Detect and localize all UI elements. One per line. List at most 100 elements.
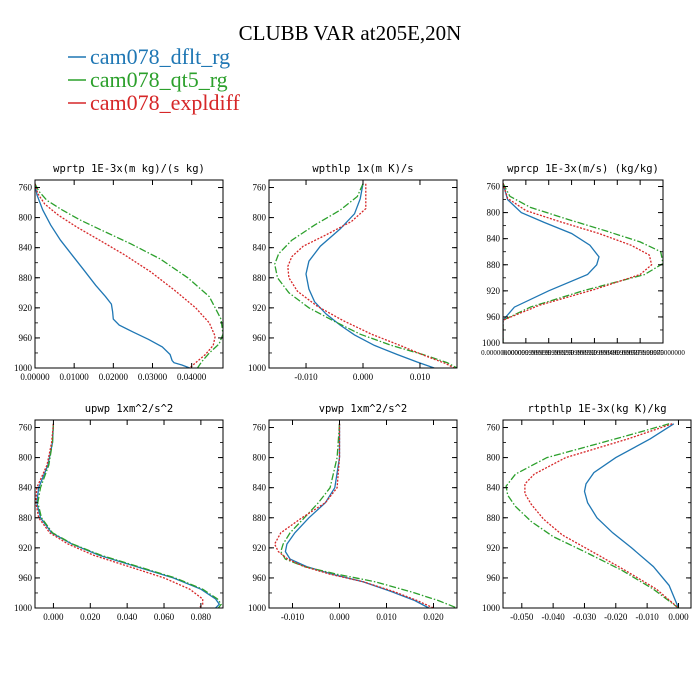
- y-tick-label: 840: [253, 483, 267, 493]
- y-tick-label: 840: [487, 234, 501, 244]
- series-line-cam078_dflt_rg: [503, 183, 600, 343]
- panel-frame: [34, 419, 224, 609]
- panel-title: upwp 1xm^2/s^2: [85, 403, 174, 415]
- legend-label-qt5: cam078_qt5_rg: [90, 67, 228, 92]
- x-tick-label: -0.010: [294, 372, 318, 382]
- series-line-cam078_dflt_rg: [35, 183, 190, 368]
- x-tick-label: 0.04000: [177, 372, 207, 382]
- y-tick-label: 800: [253, 453, 267, 463]
- y-tick-label: 880: [253, 513, 267, 523]
- y-tick-label: 840: [19, 243, 33, 253]
- y-tick-label: 960: [253, 333, 267, 343]
- y-tick-label: 880: [253, 273, 267, 283]
- panel-5: vpwp 1xm^2/s^2 760 800 840 880 920 960 1000 -0.0…: [248, 403, 458, 622]
- x-tick-label: 0.000299999992: [548, 349, 596, 357]
- x-tick-label: 0.060: [154, 612, 175, 622]
- panel-title: vpwp 1xm^2/s^2: [319, 403, 408, 415]
- panel-3: wprcp 1E-3x(m/s) (kg/kg) 760 800 840 880 920 9…: [481, 163, 685, 357]
- series-line-cam078_dflt_rg: [305, 183, 435, 368]
- y-tick-label: 760: [487, 182, 501, 192]
- y-tick-label: 1000: [14, 603, 33, 613]
- y-tick-label: 840: [253, 243, 267, 253]
- series-line-cam078_dflt_rg: [284, 423, 430, 608]
- series-line-cam078_qt5_rg: [35, 183, 223, 368]
- panel-frame: [502, 179, 664, 344]
- y-tick-label: 960: [19, 573, 33, 583]
- y-tick-label: 920: [19, 543, 33, 553]
- x-tick-label: -0.020: [604, 612, 628, 622]
- y-tick-label: 800: [487, 453, 501, 463]
- y-tick-label: 1000: [482, 338, 501, 348]
- series-line-cam078_expldiff: [35, 423, 204, 608]
- x-tick-label: 0.000: [43, 612, 64, 622]
- y-tick-label: 800: [19, 213, 33, 223]
- series-line-cam078_qt5_rg: [37, 423, 223, 608]
- x-tick-label: -0.030: [573, 612, 597, 622]
- x-tick-label: 0.010: [376, 612, 397, 622]
- y-tick-label: 840: [487, 483, 501, 493]
- series-line-cam078_expldiff: [503, 183, 653, 343]
- x-tick-label: 0.080: [191, 612, 212, 622]
- y-tick-label: 960: [487, 312, 501, 322]
- series-line-cam078_qt5_rg: [503, 182, 663, 343]
- panel-2: wpthlp 1x(m K)/s 760 800 840 880 920 960 1000 -0…: [248, 163, 458, 382]
- series-line-cam078_qt5_rg: [274, 183, 457, 368]
- x-tick-label: 0.03000: [138, 372, 168, 382]
- series-line-cam078_qt5_rg: [505, 423, 679, 608]
- series-line-cam078_expldiff: [273, 423, 434, 608]
- x-tick-label: 0.000399999990: [571, 349, 619, 357]
- x-tick-label: 0.02000: [99, 372, 129, 382]
- y-tick-label: 760: [253, 183, 267, 193]
- x-tick-label: 0.00000: [20, 372, 50, 382]
- x-tick-label: -0.040: [542, 612, 566, 622]
- y-tick-label: 1000: [14, 363, 33, 373]
- y-tick-label: 920: [19, 303, 33, 313]
- panel-frame: [268, 419, 458, 609]
- x-tick-label: 0.01000: [60, 372, 90, 382]
- panel-1: wprtp 1E-3x(m kg)/(s kg) 760 800 840 880 920 9…: [14, 163, 224, 382]
- y-tick-label: 880: [487, 260, 501, 270]
- y-tick-label: 880: [487, 513, 501, 523]
- y-tick-label: 800: [19, 453, 33, 463]
- x-tick-label: 0.020: [423, 612, 444, 622]
- panel-4: upwp 1xm^2/s^2 760 800 840 880 920 960 1000 0.00…: [14, 403, 224, 622]
- y-tick-label: 920: [253, 303, 267, 313]
- x-tick-label: 0.000499999987: [594, 349, 642, 357]
- x-tick-label: -0.050: [510, 612, 534, 622]
- y-tick-label: 920: [253, 543, 267, 553]
- y-tick-label: 920: [487, 286, 501, 296]
- x-tick-label: -0.010: [281, 612, 305, 622]
- y-tick-label: 960: [19, 333, 33, 343]
- x-tick-label: 0.000099999999: [502, 349, 550, 357]
- panel-frame: [502, 419, 692, 609]
- y-tick-label: 920: [487, 543, 501, 553]
- y-tick-label: 760: [253, 423, 267, 433]
- series-line-cam078_expldiff: [524, 423, 679, 608]
- x-tick-label: 0.00070000000: [641, 349, 685, 357]
- x-tick-label: 0.000: [668, 612, 689, 622]
- y-tick-label: 880: [19, 273, 33, 283]
- y-tick-label: 800: [487, 208, 501, 218]
- legend-label-dflt: cam078_dflt_rg: [90, 44, 230, 69]
- panel-title: wpthlp 1x(m K)/s: [312, 163, 413, 175]
- panels: wprtp 1E-3x(m kg)/(s kg) 760 800 840 880 920 9…: [14, 163, 692, 622]
- x-tick-label: -0.010: [636, 612, 660, 622]
- y-tick-label: 760: [19, 423, 33, 433]
- x-tick-label: 0.00000000000: [481, 349, 525, 357]
- series-line-cam078_expldiff: [287, 183, 455, 368]
- y-tick-label: 1000: [248, 603, 267, 613]
- y-tick-label: 840: [19, 483, 33, 493]
- x-tick-label: 0.000199999995: [525, 349, 573, 357]
- panel-title: wprcp 1E-3x(m/s) (kg/kg): [507, 163, 659, 175]
- y-tick-label: 1000: [482, 603, 501, 613]
- y-tick-label: 800: [253, 213, 267, 223]
- panel-title: wprtp 1E-3x(m kg)/(s kg): [53, 163, 205, 175]
- x-tick-label: 0.000: [353, 372, 374, 382]
- series-line-cam078_dflt_rg: [583, 423, 680, 608]
- x-tick-label: 0.040: [117, 612, 138, 622]
- series-line-cam078_dflt_rg: [36, 423, 221, 608]
- x-tick-label: 0.010: [410, 372, 431, 382]
- series-line-cam078_expldiff: [35, 183, 216, 368]
- figure-title: CLUBB VAR at205E,20N: [239, 21, 462, 45]
